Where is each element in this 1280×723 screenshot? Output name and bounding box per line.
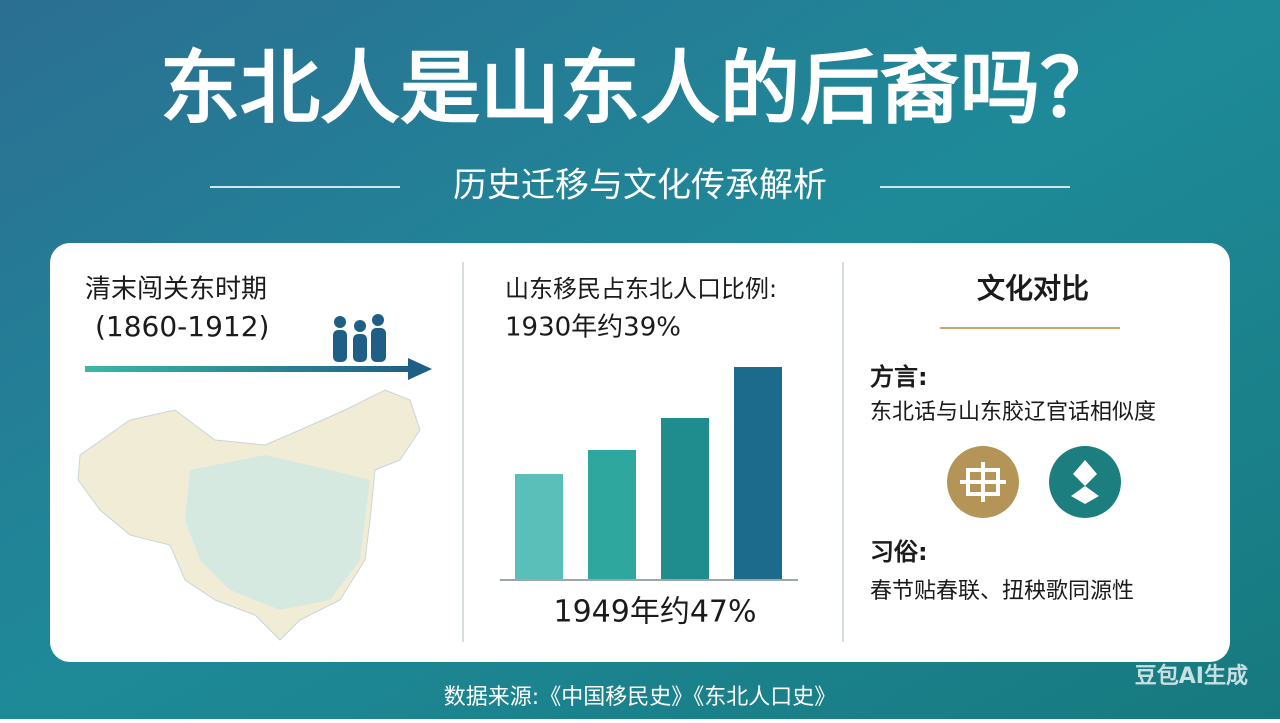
- icon-glyph: [960, 462, 1006, 502]
- watermark: 豆包AI生成: [1135, 663, 1248, 689]
- period: (1860-1912): [95, 310, 269, 343]
- panel-title: 清末闯关东时期: [85, 275, 267, 305]
- panel-title: 山东移民占东北人口比例:: [505, 275, 777, 303]
- arrow: [85, 366, 410, 372]
- icon-glyph: [1071, 460, 1099, 504]
- map-region: [185, 455, 370, 610]
- bar: [588, 450, 636, 580]
- arrow-head: [408, 358, 432, 380]
- bar: [734, 367, 782, 580]
- subtitle: 历史迁移与文化传承解析: [453, 166, 827, 206]
- bar: [515, 474, 563, 580]
- note: 1930年约39%: [505, 313, 681, 343]
- migrants: [333, 314, 386, 362]
- panel-title: 文化对比: [977, 272, 1089, 305]
- item-text: 东北话与山东胶辽官话相似度: [870, 400, 1156, 425]
- note: 1949年约47%: [553, 595, 756, 630]
- bar: [661, 418, 709, 580]
- source: 数据来源:《中国移民史》《东北人口史》: [444, 685, 836, 710]
- item-label: 方言:: [870, 363, 928, 391]
- item-label: 习俗:: [870, 538, 928, 566]
- item-text: 春节贴春联、扭秧歌同源性: [870, 579, 1134, 604]
- title: 东北人是山东人的后裔吗？: [160, 41, 1120, 135]
